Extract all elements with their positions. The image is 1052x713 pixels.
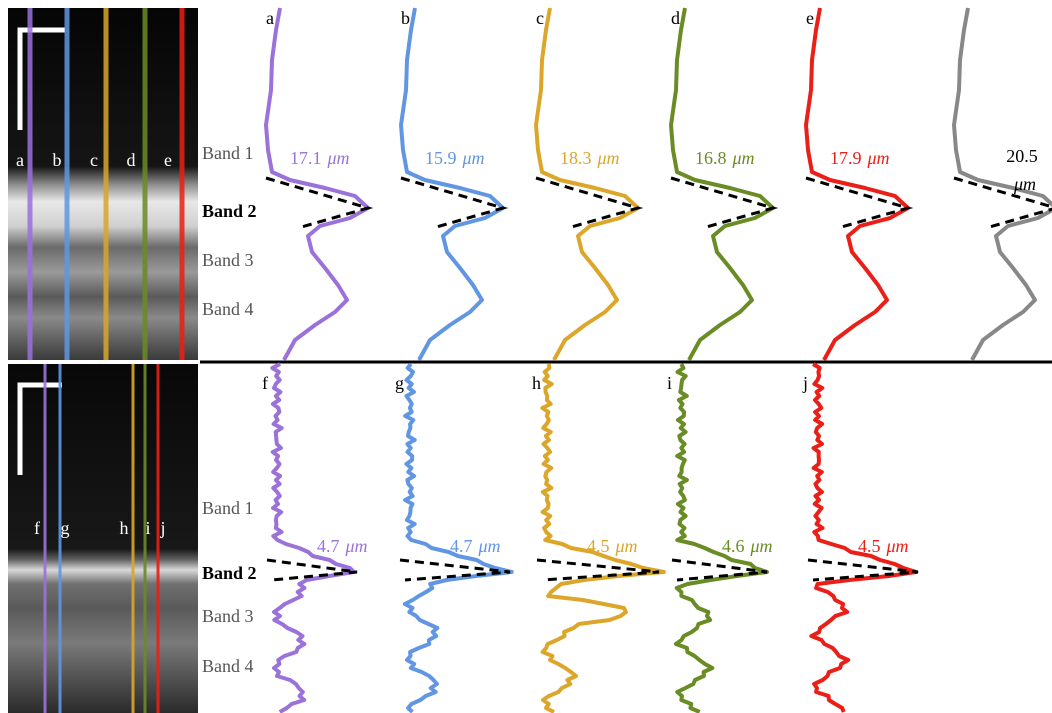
image-label: h (120, 518, 129, 538)
gaussian-fit (537, 560, 659, 580)
oct-image-bottom (8, 364, 198, 713)
profile-label: c (536, 8, 544, 28)
profile-label: e (806, 8, 814, 28)
figure: a b c d e Band 1 Band 2 Band 3 Band 4 Band 1 Band … (0, 0, 1052, 713)
width-unit: μm (615, 536, 638, 556)
gaussian-fit (267, 560, 357, 580)
width-value: 17.9 (830, 148, 862, 168)
width-value: 4.6 (722, 536, 745, 556)
profile-label: i (667, 373, 672, 393)
image-label: j (159, 518, 165, 538)
width-unit: μm (462, 148, 485, 168)
band-label: Band 4 (202, 656, 254, 676)
image-label: b (53, 150, 62, 170)
width-unit: μm (1013, 174, 1036, 194)
profile-label: d (671, 8, 680, 28)
width-value: 4.7 (450, 536, 473, 556)
image-label: i (145, 518, 150, 538)
width-value: 18.3 (560, 148, 592, 168)
image-label: d (127, 150, 136, 170)
gaussian-fit (400, 560, 510, 580)
band-label: Band 3 (202, 606, 254, 626)
gaussian-fit (672, 560, 767, 580)
image-label: c (90, 150, 98, 170)
image-label: a (16, 150, 24, 170)
profile-label: j (802, 373, 808, 393)
band-label: Band 1 (202, 498, 254, 518)
image-label: e (164, 150, 172, 170)
band-label: Band 2 (202, 201, 257, 221)
image-label: g (61, 518, 70, 538)
image-label: f (34, 518, 40, 538)
width-value: 20.5 (1006, 146, 1038, 166)
width-value: 16.8 (695, 148, 727, 168)
band-label: Band 2 (202, 563, 257, 583)
width-unit: μm (886, 536, 909, 556)
width-unit: μm (478, 536, 501, 556)
width-unit: μm (597, 148, 620, 168)
width-value: 15.9 (425, 148, 457, 168)
profile-label: f (262, 373, 268, 393)
profile-curve (272, 364, 354, 712)
profile-curve (954, 8, 1052, 360)
width-unit: μm (327, 148, 350, 168)
band-label: Band 4 (202, 299, 254, 319)
profile-label: a (266, 8, 274, 28)
width-value: 4.5 (858, 536, 881, 556)
width-unit: μm (345, 536, 368, 556)
band-label: Band 3 (202, 250, 254, 270)
width-unit: μm (750, 536, 773, 556)
width-unit: μm (867, 148, 890, 168)
width-value: 4.7 (317, 536, 340, 556)
gaussian-fit (808, 560, 918, 580)
band-label: Band 1 (202, 143, 254, 163)
profile-label: h (532, 373, 541, 393)
profile-label: b (401, 8, 410, 28)
oct-image-top (8, 8, 198, 360)
width-value: 4.5 (587, 536, 610, 556)
profile-label: g (395, 373, 404, 393)
width-unit: μm (732, 148, 755, 168)
width-value: 17.1 (290, 148, 322, 168)
